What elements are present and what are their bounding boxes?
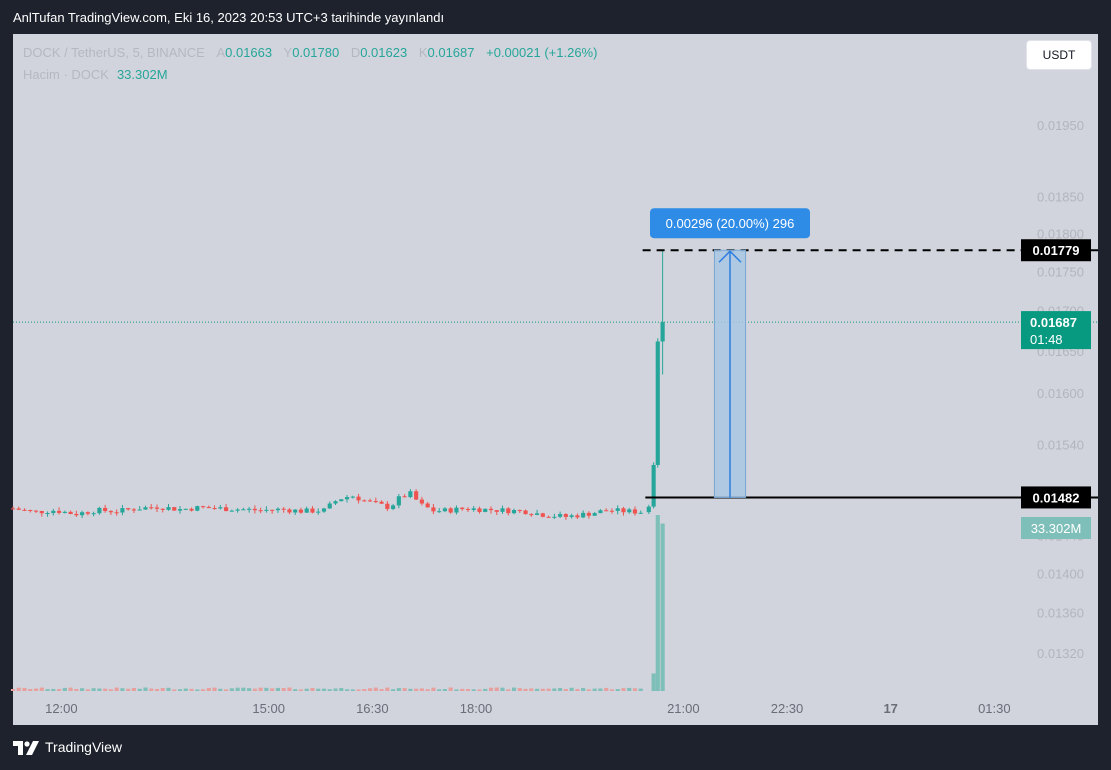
ohlc-legend: DOCK / TetherUS, 5, BINANCE A0.01663 Y0.… bbox=[23, 45, 605, 60]
symbol-name[interactable]: DOCK / TetherUS, 5, BINANCE bbox=[23, 45, 205, 60]
volume-value: 33.302M bbox=[116, 67, 168, 82]
currency-button[interactable]: USDT bbox=[1026, 40, 1092, 70]
tradingview-logo-icon bbox=[13, 741, 39, 755]
close-value: 0.01687 bbox=[427, 45, 475, 60]
open-value: 0.01663 bbox=[225, 45, 273, 60]
volume-legend: Hacim · DOCK 33.302M bbox=[23, 67, 168, 82]
low-value: 0.01623 bbox=[360, 45, 408, 60]
change-value: +0.00021 (+1.26%) bbox=[486, 45, 598, 60]
close-label: K bbox=[418, 45, 428, 60]
chart-pane[interactable]: DOCK / TetherUS, 5, BINANCE A0.01663 Y0.… bbox=[13, 34, 1098, 725]
open-label: A bbox=[216, 45, 226, 60]
high-value: 0.01780 bbox=[292, 45, 340, 60]
volume-label[interactable]: Hacim · DOCK bbox=[23, 67, 109, 82]
footer-brand: TradingView bbox=[45, 739, 123, 755]
tradingview-logo[interactable]: TradingView bbox=[13, 739, 122, 755]
low-label: D bbox=[350, 45, 361, 60]
publisher-title: AnlTufan TradingView.com, Eki 16, 2023 2… bbox=[13, 10, 445, 25]
high-label: Y bbox=[283, 45, 293, 60]
